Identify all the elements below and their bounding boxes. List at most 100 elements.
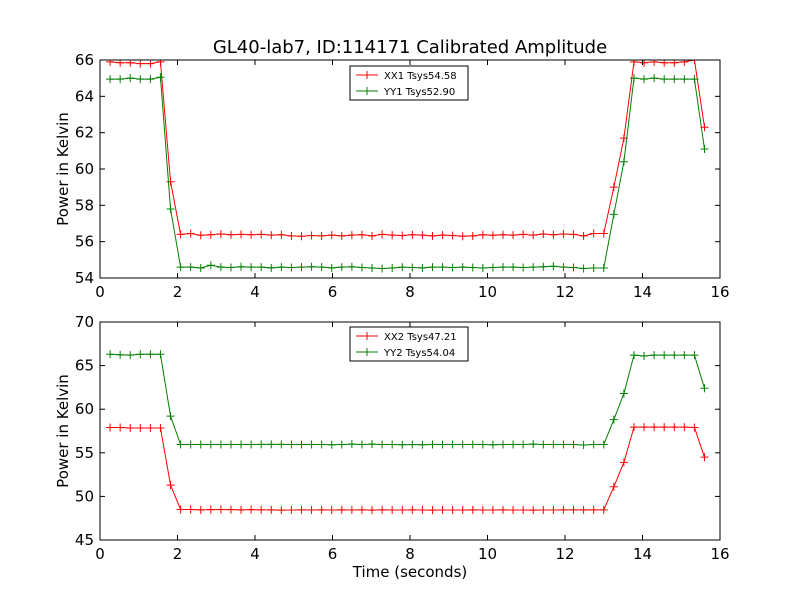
x-tick-label: 8	[405, 545, 415, 563]
data-point	[146, 75, 155, 84]
data-point	[357, 505, 366, 514]
data-point	[247, 440, 256, 449]
x-tick-label: 2	[173, 283, 183, 301]
data-point	[529, 506, 538, 515]
data-point	[529, 440, 538, 449]
data-point	[589, 264, 598, 273]
data-point	[700, 145, 709, 154]
data-point	[277, 506, 286, 515]
data-point	[680, 351, 689, 360]
data-point	[690, 423, 699, 432]
data-point	[327, 506, 336, 515]
data-point	[237, 505, 246, 514]
data-point	[226, 440, 235, 449]
data-point	[468, 505, 477, 514]
data-point	[529, 263, 538, 272]
data-point	[408, 505, 417, 514]
data-point	[650, 74, 659, 83]
data-point	[317, 505, 326, 514]
data-point	[579, 264, 588, 273]
data-point	[408, 440, 417, 449]
y-tick-label: 66	[75, 51, 94, 69]
data-point	[569, 440, 578, 449]
data-point	[116, 423, 125, 432]
data-point	[257, 505, 266, 514]
data-point	[247, 230, 256, 239]
data-point	[599, 264, 608, 273]
data-point	[277, 230, 286, 239]
data-point	[619, 389, 628, 398]
data-point	[146, 60, 155, 68]
data-point	[277, 263, 286, 272]
data-point	[216, 230, 225, 239]
data-point	[347, 440, 356, 449]
data-point	[629, 60, 638, 66]
data-point	[166, 204, 175, 213]
data-point	[307, 231, 316, 240]
legend: XX2 Tsys47.21 YY2 Tsys54.04	[349, 326, 469, 362]
data-point	[629, 351, 638, 360]
x-tick-label: 16	[710, 283, 729, 301]
legend: XX1 Tsys54.58 YY1 Tsys52.90	[349, 65, 469, 101]
data-point	[126, 351, 135, 360]
y-tick-label: 58	[75, 196, 94, 214]
data-point	[146, 350, 155, 359]
data-point	[196, 505, 205, 514]
data-point	[307, 440, 316, 449]
x-axis-title: Time (seconds)	[352, 563, 468, 581]
data-point	[519, 263, 528, 272]
data-point	[418, 231, 427, 240]
data-point	[448, 231, 457, 240]
data-point	[347, 231, 356, 240]
data-point	[599, 229, 608, 238]
data-point	[216, 440, 225, 449]
data-point	[368, 506, 377, 515]
data-point	[488, 440, 497, 449]
data-point	[357, 440, 366, 449]
data-point	[297, 505, 306, 514]
data-point	[327, 263, 336, 272]
data-point	[640, 423, 649, 432]
data-point	[539, 440, 548, 449]
data-point	[378, 264, 387, 273]
data-point	[539, 506, 548, 515]
data-point	[206, 440, 215, 449]
x-tick-label: 14	[633, 283, 652, 301]
data-point	[690, 60, 699, 64]
legend-label: YY2 Tsys54.04	[383, 348, 455, 359]
data-point	[156, 350, 165, 359]
x-tick-label: 16	[710, 545, 729, 563]
x-tick-label: 12	[555, 545, 574, 563]
y-tick-label: 65	[75, 357, 94, 375]
data-point	[206, 261, 215, 270]
data-point	[569, 230, 578, 239]
x-tick-label: 4	[250, 283, 260, 301]
data-point	[690, 351, 699, 360]
data-point	[629, 74, 638, 83]
data-point	[488, 506, 497, 515]
data-point	[458, 506, 467, 515]
data-point	[609, 183, 618, 192]
data-point	[458, 232, 467, 241]
data-point	[327, 231, 336, 240]
data-point	[368, 440, 377, 449]
data-point	[549, 440, 558, 449]
data-point	[559, 263, 568, 272]
data-point	[488, 263, 497, 272]
data-point	[166, 481, 175, 490]
data-point	[609, 482, 618, 491]
y-tick-label: 62	[75, 124, 94, 142]
data-point	[307, 262, 316, 271]
data-point	[458, 263, 467, 272]
data-point	[559, 505, 568, 514]
data-point	[136, 75, 145, 84]
data-point	[650, 351, 659, 360]
data-point	[327, 440, 336, 449]
data-point	[237, 440, 246, 449]
data-point	[267, 440, 276, 449]
data-point	[126, 423, 135, 432]
data-point	[499, 440, 507, 449]
data-point	[589, 440, 598, 449]
data-point	[398, 440, 407, 449]
data-point	[509, 263, 518, 272]
